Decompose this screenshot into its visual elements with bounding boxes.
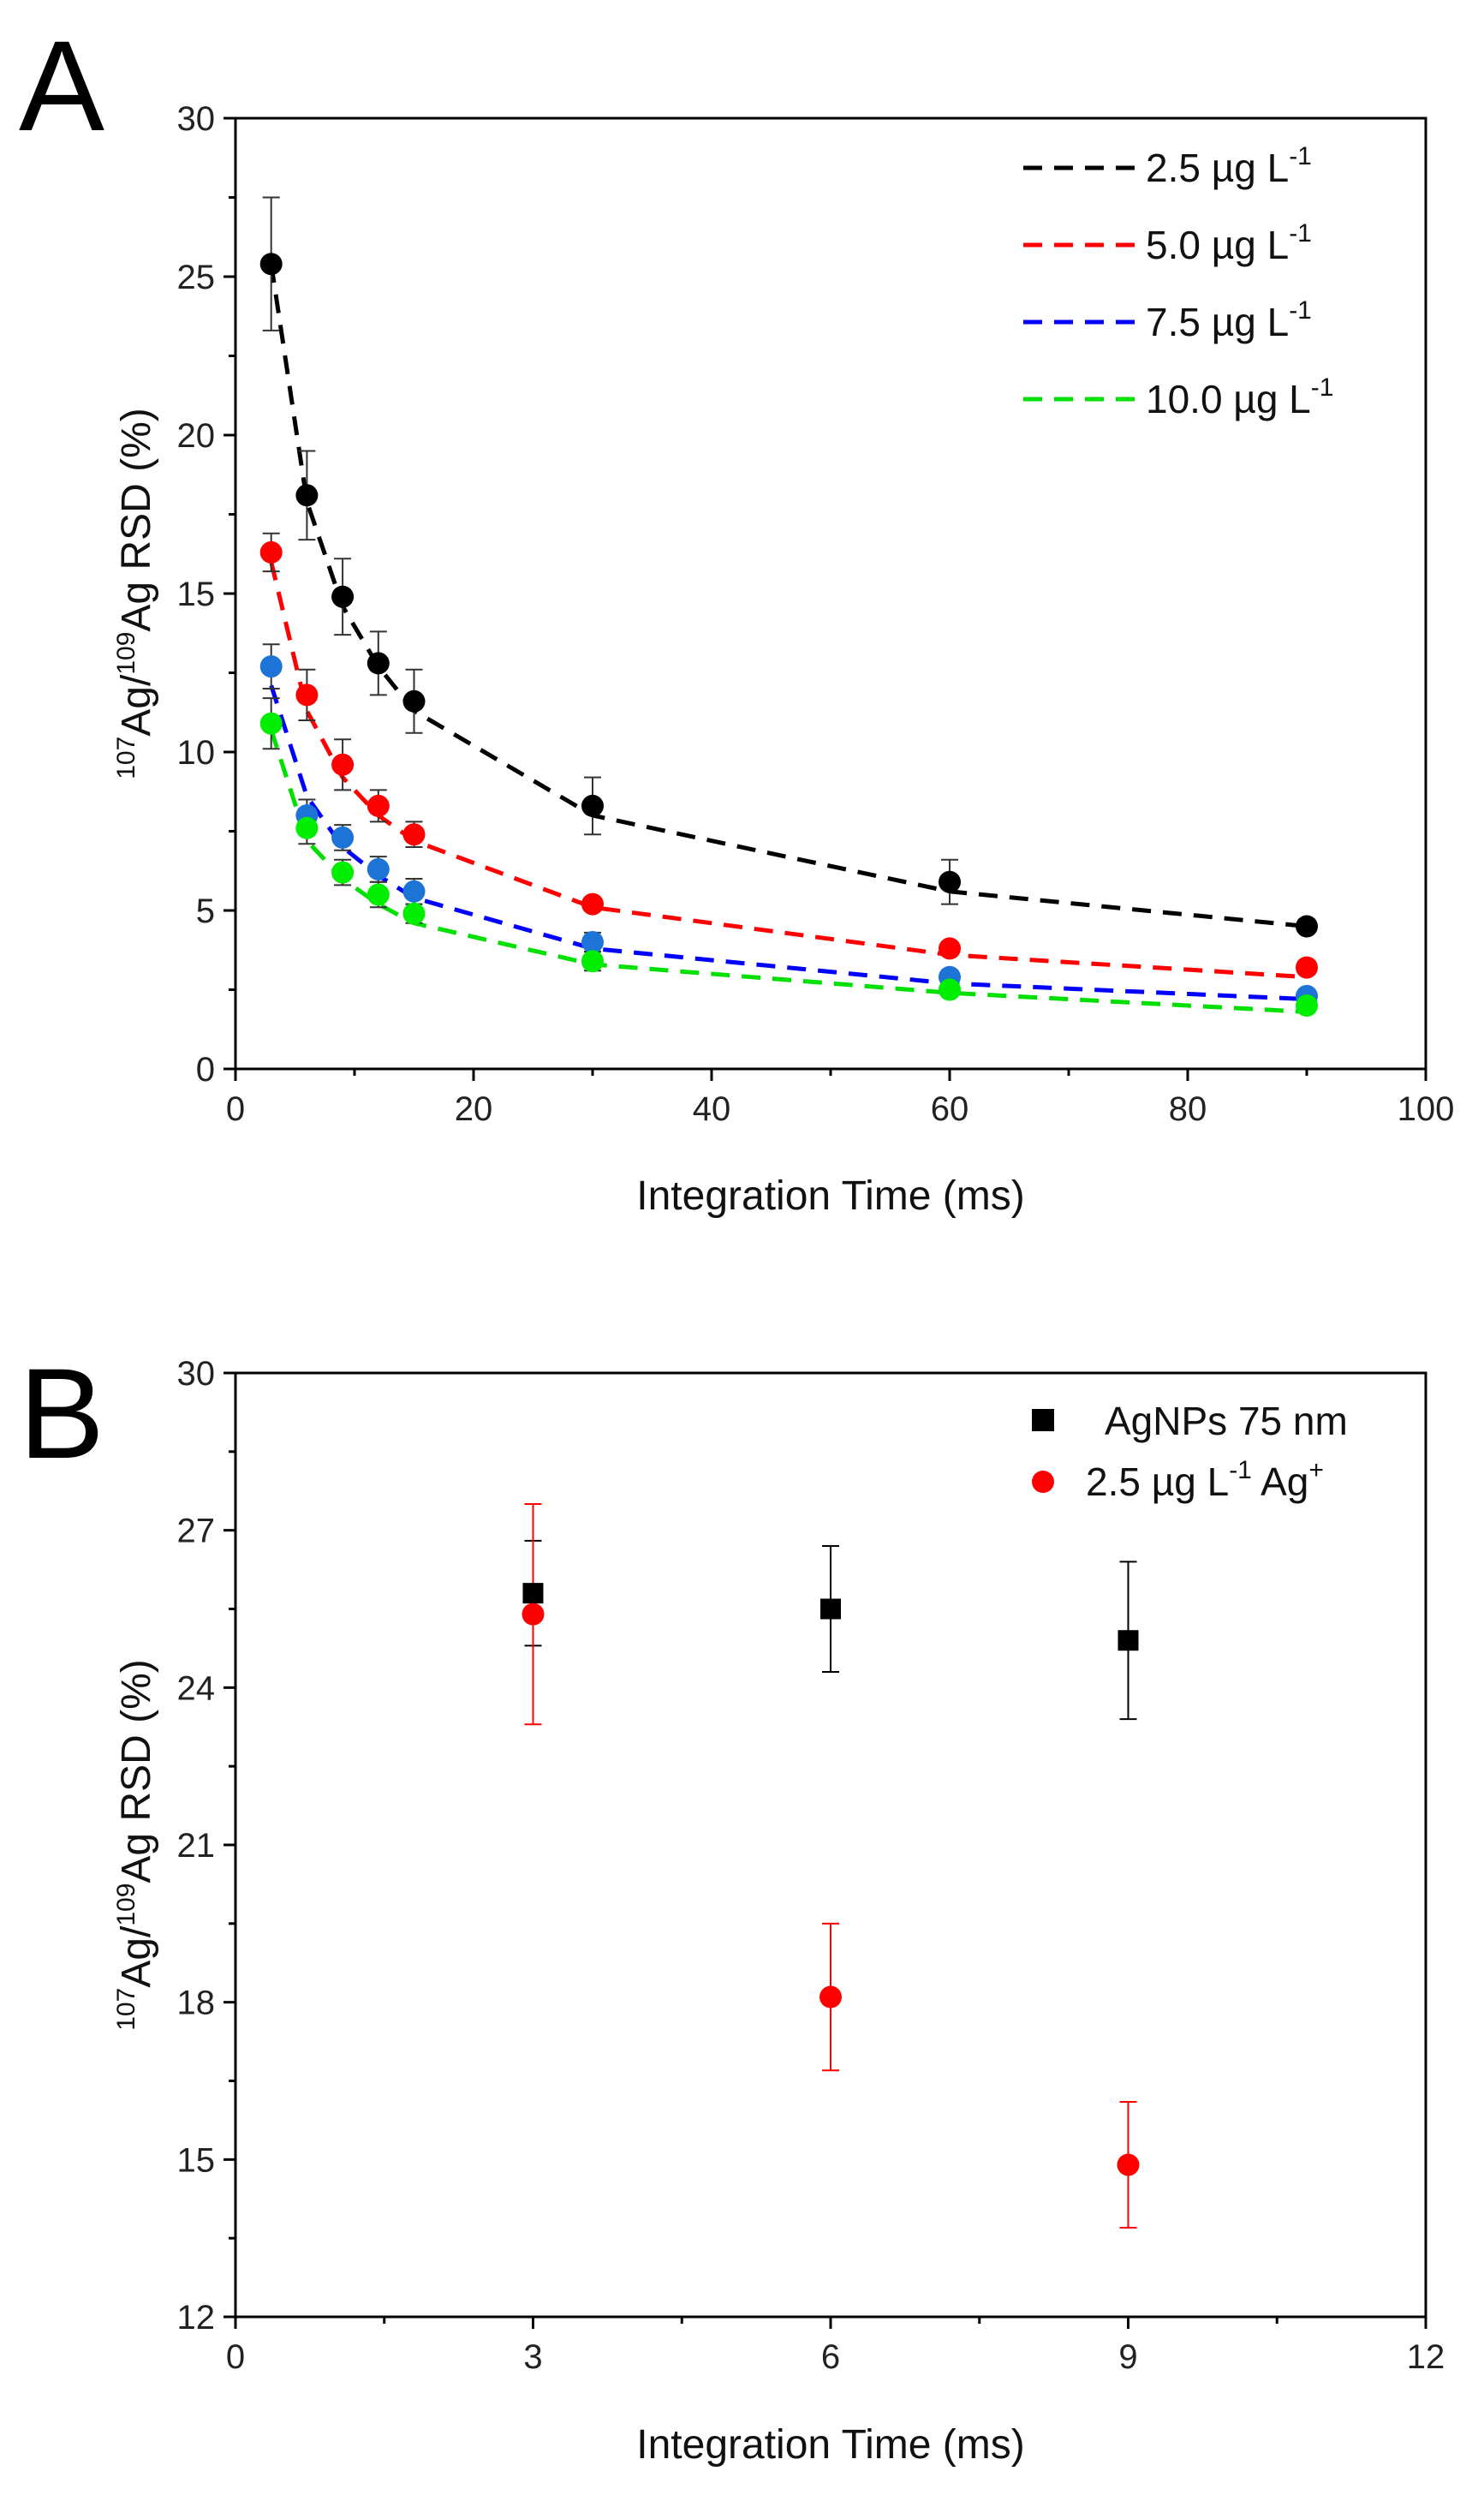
data-point-a-0-6 bbox=[939, 870, 961, 893]
data-point-a-0-1 bbox=[295, 484, 319, 507]
y-axis-title-b-part1: Ag/ bbox=[114, 1925, 159, 1988]
data-point-a-3-4 bbox=[402, 902, 426, 925]
x-tick-label-a-3: 60 bbox=[931, 1090, 969, 1128]
y-axis-title-b-part2: Ag RSD (%) bbox=[114, 1659, 159, 1883]
y-tick-label-b-3: 21 bbox=[177, 1827, 216, 1865]
legend-a: 2.5 µg L-1 5.0 µg L-1 7.5 µg L-1 10.0 µg… bbox=[1023, 142, 1333, 421]
data-point-a-2-3 bbox=[367, 857, 390, 880]
data-point-a-3-1 bbox=[295, 816, 319, 839]
data-point-b-1-2 bbox=[1117, 2153, 1140, 2176]
y-tick-label-a-4: 20 bbox=[177, 417, 216, 455]
legend-a-label-0: 2.5 µg L-1 bbox=[1146, 142, 1312, 190]
data-point-a-0-2 bbox=[331, 585, 355, 608]
y-tick-label-a-6: 30 bbox=[177, 100, 216, 138]
data-point-a-3-0 bbox=[259, 712, 283, 735]
x-tick-label-b-2: 6 bbox=[821, 2338, 840, 2376]
data-point-a-1-0 bbox=[259, 540, 283, 564]
y-tick-label-b-0: 12 bbox=[177, 2299, 216, 2337]
x-tick-label-a-1: 20 bbox=[455, 1090, 493, 1128]
legend-b-label-0: AgNPs 75 nm bbox=[1105, 1399, 1348, 1443]
y-tick-label-a-5: 25 bbox=[177, 259, 216, 296]
y-tick-label-b-4: 24 bbox=[177, 1669, 216, 1707]
y-axis-title-a-part1: Ag/ bbox=[114, 674, 159, 737]
y-axis-title-a-sup1: 107 bbox=[112, 737, 140, 779]
data-point-a-3-2 bbox=[331, 861, 355, 884]
data-point-a-0-5 bbox=[581, 794, 604, 817]
y-axis-title-b-sup2: 109 bbox=[112, 1883, 140, 1926]
data-point-b-1-1 bbox=[819, 1985, 842, 2009]
data-point-a-3-7 bbox=[1296, 994, 1318, 1017]
y-tick-label-b-6: 30 bbox=[177, 1355, 216, 1393]
legend-a-label-2: 7.5 µg L-1 bbox=[1146, 296, 1312, 344]
fit-line-a-2 bbox=[269, 684, 1308, 1002]
data-points-a bbox=[259, 253, 1318, 1017]
x-tick-label-b-1: 3 bbox=[523, 2338, 542, 2376]
data-point-a-0-3 bbox=[367, 652, 390, 675]
data-point-a-2-4 bbox=[402, 880, 426, 903]
data-point-a-3-3 bbox=[367, 883, 390, 906]
y-tick-label-a-1: 5 bbox=[196, 892, 215, 930]
data-point-a-1-1 bbox=[295, 683, 319, 707]
data-point-a-1-2 bbox=[331, 753, 355, 776]
data-point-a-3-5 bbox=[581, 950, 604, 973]
data-points-b bbox=[521, 1583, 1140, 2176]
data-point-b-0-1 bbox=[820, 1598, 841, 1620]
fit-line-a-0 bbox=[269, 263, 1308, 928]
y-axis-title-b: 107Ag/109Ag RSD (%) bbox=[112, 1659, 159, 2031]
y-tick-label-b-1: 15 bbox=[177, 2141, 216, 2179]
data-point-a-3-6 bbox=[939, 978, 961, 1001]
y-tick-label-b-2: 18 bbox=[177, 1985, 216, 2022]
legend-b-marker-1 bbox=[1032, 1471, 1054, 1493]
x-tick-label-a-2: 40 bbox=[693, 1090, 731, 1128]
x-tick-label-b-4: 12 bbox=[1407, 2338, 1445, 2376]
x-tick-label-b-0: 0 bbox=[226, 2338, 245, 2376]
x-tick-label-a-5: 100 bbox=[1398, 1090, 1455, 1128]
legend-b: AgNPs 75 nm 2.5 µg L-1 Ag+ bbox=[1032, 1399, 1348, 1504]
legend-b-marker-0 bbox=[1032, 1409, 1054, 1431]
data-point-a-1-7 bbox=[1296, 956, 1318, 979]
chart-panel-a: A 0 20 40 60 80 100 0 5 10 15 20 25 30 Integration T… bbox=[19, 14, 1454, 1219]
axes-b: 0 3 6 9 12 12 15 18 21 24 27 30 bbox=[177, 1355, 1445, 2376]
data-point-a-2-2 bbox=[331, 826, 355, 849]
fit-curves-a bbox=[269, 263, 1308, 1014]
data-point-a-1-5 bbox=[581, 892, 604, 916]
panel-label-b: B bbox=[19, 1341, 104, 1485]
data-point-a-0-4 bbox=[402, 689, 426, 713]
y-axis-title-b-sup1: 107 bbox=[112, 1988, 140, 2031]
legend-a-label-1: 5.0 µg L-1 bbox=[1146, 219, 1312, 267]
y-axis-title-a: 107Ag/109Ag RSD (%) bbox=[112, 408, 159, 779]
x-tick-label-a-0: 0 bbox=[226, 1090, 245, 1128]
fit-line-a-1 bbox=[269, 561, 1308, 980]
x-axis-title-a: Integration Time (ms) bbox=[636, 1173, 1024, 1219]
data-point-b-0-2 bbox=[1117, 1630, 1139, 1651]
panel-label-a: A bbox=[19, 14, 104, 158]
x-tick-label-a-4: 80 bbox=[1169, 1090, 1207, 1128]
y-tick-label-a-0: 0 bbox=[196, 1051, 215, 1089]
data-point-a-1-3 bbox=[367, 794, 390, 817]
legend-b-label-1: 2.5 µg L-1 Ag+ bbox=[1086, 1456, 1324, 1504]
legend-a-label-3: 10.0 µg L-1 bbox=[1146, 373, 1333, 421]
fit-line-a-3 bbox=[269, 729, 1308, 1014]
data-point-a-0-0 bbox=[259, 253, 283, 276]
y-tick-label-a-2: 10 bbox=[177, 734, 216, 772]
x-tick-label-b-3: 9 bbox=[1118, 2338, 1137, 2376]
y-tick-label-b-5: 27 bbox=[177, 1513, 216, 1550]
data-point-b-1-0 bbox=[521, 1603, 545, 1626]
chart-panel-b: B 0 3 6 9 12 12 15 18 21 24 27 30 Integration Time … bbox=[19, 1341, 1445, 2468]
data-point-a-1-6 bbox=[939, 937, 961, 960]
data-point-a-0-7 bbox=[1296, 915, 1318, 938]
axes-a: 0 20 40 60 80 100 0 5 10 15 20 25 30 bbox=[177, 100, 1455, 1128]
data-point-a-1-4 bbox=[402, 823, 426, 846]
data-point-b-0-0 bbox=[522, 1583, 544, 1604]
y-axis-title-a-part2: Ag RSD (%) bbox=[114, 408, 159, 631]
y-axis-title-a-sup2: 109 bbox=[112, 632, 140, 675]
y-tick-label-a-3: 15 bbox=[177, 576, 216, 613]
data-point-a-2-5 bbox=[581, 931, 604, 953]
x-axis-title-b: Integration Time (ms) bbox=[636, 2422, 1024, 2468]
data-point-a-2-0 bbox=[259, 655, 283, 678]
